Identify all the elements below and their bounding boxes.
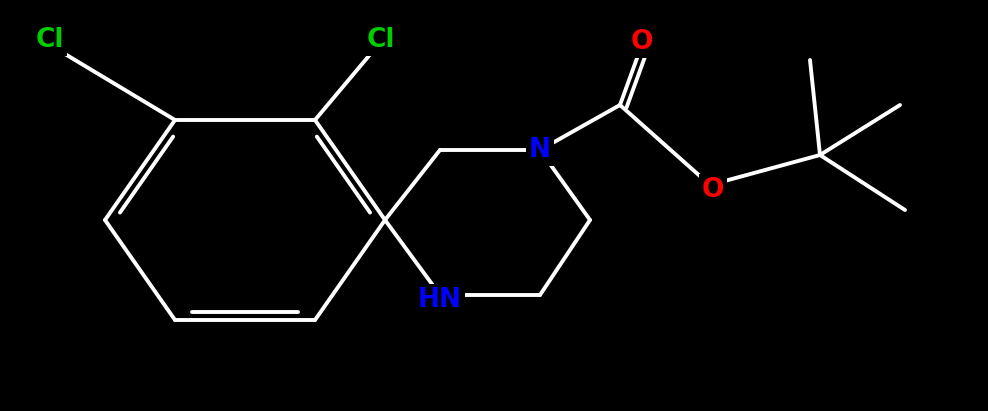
Text: O: O [630,29,653,55]
Text: HN: HN [418,287,462,313]
Text: Cl: Cl [367,27,395,53]
Text: Cl: Cl [36,27,64,53]
Text: N: N [529,137,551,163]
Text: O: O [701,177,724,203]
